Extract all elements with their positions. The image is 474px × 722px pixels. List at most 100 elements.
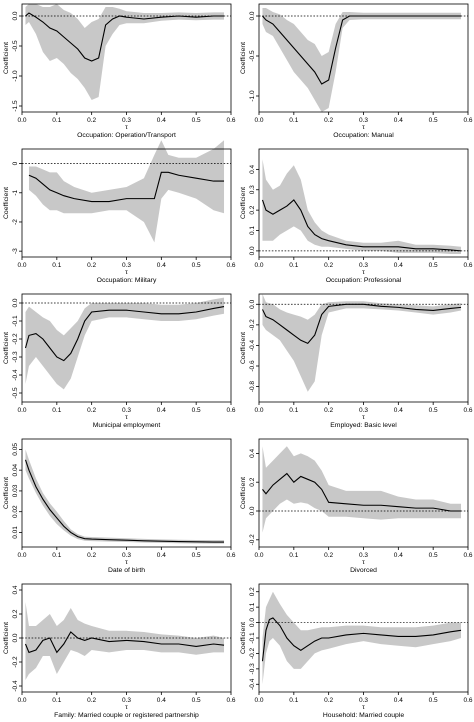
confidence-band	[262, 8, 461, 112]
x-tick-label: 0.3	[359, 697, 368, 704]
y-tick-label: -0.1	[249, 632, 256, 644]
y-tick-label: 0.0	[12, 298, 19, 307]
y-tick-label: 0.3	[249, 185, 256, 194]
x-tick-label: 0.6	[463, 697, 472, 704]
y-tick-label: 0.02	[12, 505, 19, 518]
x-tick-label: 0.0	[17, 262, 26, 269]
x-tick-label: 0.3	[359, 262, 368, 269]
x-tick-label: 0.2	[87, 407, 96, 414]
x-tick-label: 0.6	[463, 552, 472, 559]
y-axis-label: Coefficient	[240, 622, 247, 654]
confidence-band	[262, 446, 461, 532]
x-tick-label: 0.2	[87, 552, 96, 559]
y-tick-label: -0.1	[12, 315, 19, 327]
y-axis-label: Coefficient	[3, 42, 10, 74]
y-tick-label: 0.0	[249, 299, 256, 308]
confidence-band	[29, 140, 224, 242]
x-tick-label: 0.0	[254, 407, 263, 414]
y-tick-label: -1.0	[249, 90, 256, 102]
confidence-band	[25, 449, 224, 543]
y-tick-label: 0.04	[12, 463, 19, 476]
y-axis-label: Coefficient	[240, 477, 247, 509]
y-tick-label: -1.0	[12, 70, 19, 82]
panel-caption: Family: Married couple or registered par…	[54, 712, 199, 719]
y-axis-label: Coefficient	[240, 42, 247, 74]
x-axis-label: τ	[125, 414, 128, 421]
x-tick-label: 0.2	[324, 262, 333, 269]
x-tick-label: 0.6	[463, 117, 472, 124]
x-tick-label: 0.1	[289, 262, 298, 269]
x-tick-label: 0.5	[429, 407, 438, 414]
x-tick-label: 0.6	[226, 262, 235, 269]
y-axis-label: Coefficient	[3, 332, 10, 364]
panel-caption: Divorced	[350, 567, 377, 574]
x-tick-label: 0.1	[52, 697, 61, 704]
x-tick-label: 0.6	[226, 697, 235, 704]
x-tick-label: 0.4	[157, 697, 166, 704]
x-axis-label: τ	[362, 559, 365, 566]
y-tick-label: 0.2	[249, 477, 256, 486]
x-tick-label: 0.4	[394, 117, 403, 124]
x-tick-label: 0.5	[429, 117, 438, 124]
panel-caption: Occupation: Military	[97, 277, 157, 284]
y-tick-label: 0.0	[249, 246, 256, 255]
y-tick-label: 0.2	[249, 587, 256, 596]
y-tick-label: 0.0	[12, 11, 19, 20]
x-tick-label: 0.4	[394, 552, 403, 559]
panel-caption: Occupation: Manual	[333, 132, 394, 139]
x-tick-label: 0.0	[254, 697, 263, 704]
chart-panel: 0.0 0.1 0.2 0.3 0.4 0.5 0.6-0.20.00.20.4Coeffi…	[237, 435, 474, 577]
plot-frame	[22, 439, 231, 547]
x-tick-label: 0.5	[192, 117, 201, 124]
y-tick-label: 0.0	[249, 11, 256, 20]
x-tick-label: 0.6	[226, 552, 235, 559]
chart-panel: 0.0 0.1 0.2 0.3 0.4 0.5 0.6-0.4-0.20.00.20.4Co…	[0, 580, 237, 722]
x-tick-label: 0.2	[87, 262, 96, 269]
y-tick-label: -0.2	[249, 647, 256, 659]
x-tick-label: 0.4	[394, 407, 403, 414]
x-tick-label: 0.2	[324, 552, 333, 559]
x-tick-label: 0.0	[17, 552, 26, 559]
y-tick-label: -0.3	[249, 663, 256, 675]
x-tick-label: 0.6	[226, 117, 235, 124]
panel-caption: Household: Married couple	[323, 712, 404, 719]
chart-panel: 0.0 0.1 0.2 0.3 0.4 0.5 0.6 -1.0 -0.5 0.0 Coeffici…	[237, 0, 474, 142]
y-tick-label: -0.4	[249, 678, 256, 690]
x-tick-label: 0.0	[254, 262, 263, 269]
x-axis-label: τ	[125, 269, 128, 276]
x-tick-label: 0.5	[429, 697, 438, 704]
x-tick-label: 0.5	[192, 697, 201, 704]
x-tick-label: 0.2	[87, 697, 96, 704]
x-tick-label: 0.4	[157, 407, 166, 414]
x-axis-label: τ	[125, 704, 128, 711]
confidence-band	[262, 294, 461, 392]
x-tick-label: 0.5	[429, 552, 438, 559]
x-tick-label: 0.1	[289, 697, 298, 704]
x-tick-label: 0.1	[52, 262, 61, 269]
y-tick-label: -0.2	[12, 656, 19, 668]
y-tick-label: -0.2	[12, 333, 19, 345]
x-tick-label: 0.0	[254, 117, 263, 124]
x-tick-label: 0.5	[192, 407, 201, 414]
panel-caption: Occupation: Professional	[326, 277, 402, 284]
panel-caption: Municipal employment	[93, 422, 161, 429]
y-tick-label: 0.1	[249, 602, 256, 611]
x-tick-label: 0.3	[122, 697, 131, 704]
chart-panel: 0.0 0.1 0.2 0.3 0.4 0.5 0.6 -0.5 -0.4 -0.3 -0.2 -0.…	[0, 290, 237, 432]
x-tick-label: 0.3	[359, 552, 368, 559]
x-tick-label: 0.3	[122, 552, 131, 559]
x-tick-label: 0.2	[324, 407, 333, 414]
x-axis-label: τ	[362, 269, 365, 276]
confidence-band	[25, 4, 224, 100]
confidence-band	[262, 159, 461, 254]
y-axis-label: Coefficient	[3, 477, 10, 509]
y-tick-label: 0.03	[12, 484, 19, 497]
x-tick-label: 0.4	[157, 262, 166, 269]
y-tick-label: -0.4	[12, 369, 19, 381]
x-tick-label: 0.5	[429, 262, 438, 269]
y-tick-label: -0.8	[249, 381, 256, 393]
y-tick-label: 0.2	[249, 205, 256, 214]
y-axis-label: Coefficient	[240, 187, 247, 219]
panel-caption: Occupation: Operation/Transport	[77, 132, 176, 139]
